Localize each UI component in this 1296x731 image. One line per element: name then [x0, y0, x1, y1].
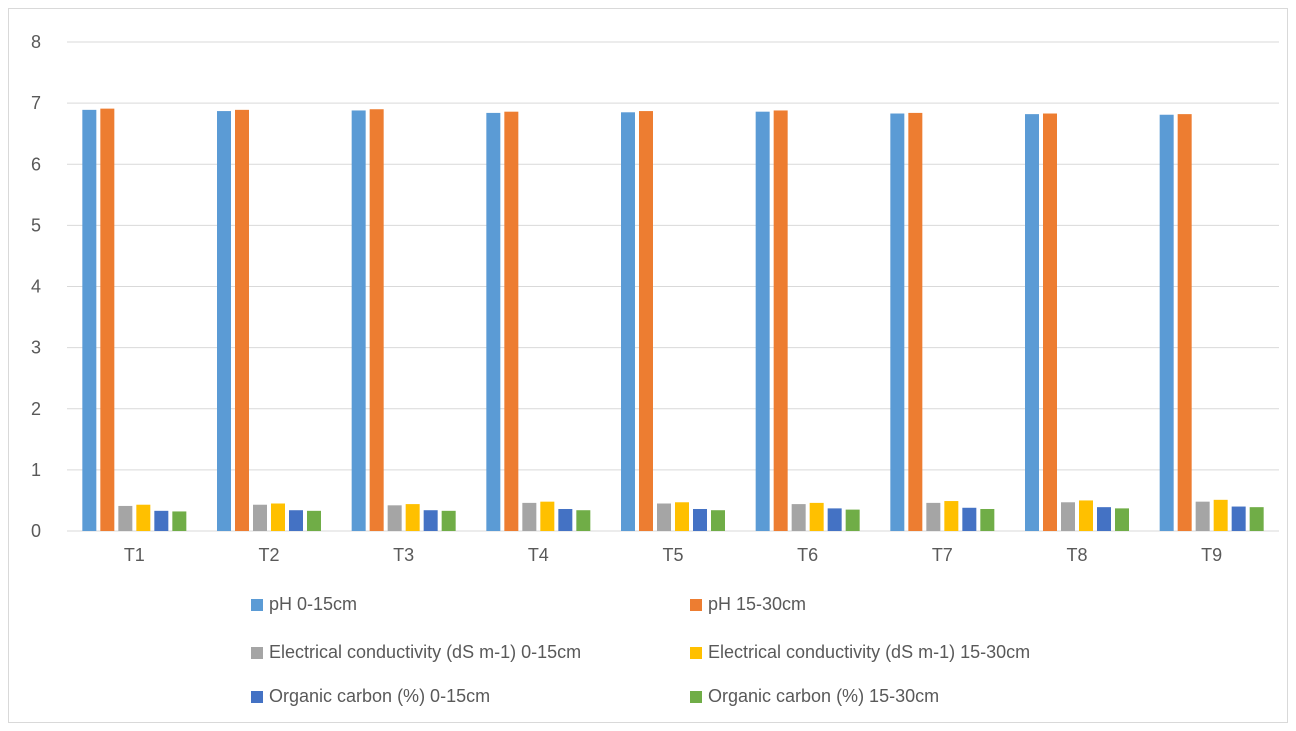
- x-tick-label: T8: [1066, 545, 1087, 565]
- bar: [1249, 507, 1264, 531]
- bar: [576, 510, 591, 531]
- bar: [980, 508, 995, 531]
- bar: [235, 109, 249, 531]
- bar: [253, 504, 267, 531]
- x-tick-label: T2: [258, 545, 279, 565]
- legend-swatch: [690, 690, 702, 703]
- bar: [791, 504, 806, 531]
- legend-item: Organic carbon (%) 15-30cm: [690, 686, 939, 707]
- bar: [540, 501, 555, 531]
- legend-label: Organic carbon (%) 15-30cm: [708, 686, 940, 706]
- bar: [441, 510, 456, 531]
- bar: [809, 502, 824, 531]
- x-tick-label: T9: [1201, 545, 1222, 565]
- bar: [405, 504, 420, 531]
- x-tick-label: T5: [662, 545, 683, 565]
- bar: [387, 505, 402, 531]
- bar: [217, 111, 231, 531]
- bar: [522, 502, 537, 531]
- bar: [1177, 114, 1192, 531]
- y-tick-label: 0: [31, 521, 41, 541]
- y-tick-label: 8: [31, 32, 41, 52]
- legend-label: Electrical conductivity (dS m-1) 0-15cm: [269, 642, 582, 662]
- bar: [369, 109, 384, 532]
- bar: [693, 508, 707, 531]
- legend-swatch: [251, 598, 263, 611]
- x-tick-label: T1: [124, 545, 145, 565]
- legend-item: Organic carbon (%) 0-15cm: [251, 686, 490, 707]
- bar: [621, 112, 635, 531]
- bar: [307, 510, 321, 531]
- legend-swatch: [690, 646, 702, 659]
- bar: [755, 111, 770, 532]
- bar: [271, 503, 285, 531]
- bar: [1025, 114, 1039, 531]
- bar: [845, 509, 860, 531]
- bar: [1195, 501, 1210, 531]
- bar: [154, 510, 169, 531]
- bar: [962, 507, 977, 531]
- bar: [100, 108, 115, 531]
- legend-swatch: [251, 646, 263, 659]
- y-tick-label: 7: [31, 93, 41, 113]
- x-tick-label: T7: [932, 545, 953, 565]
- legend-item: Electrical conductivity (dS m-1) 15-30cm: [690, 642, 1030, 663]
- bar: [423, 510, 438, 531]
- bar: [504, 111, 519, 532]
- bar: [1097, 507, 1111, 531]
- bar: [1213, 499, 1228, 531]
- legend-label: Organic carbon (%) 0-15cm: [269, 686, 491, 706]
- bar: [675, 502, 689, 531]
- bar: [890, 113, 905, 532]
- y-tick-label: 6: [31, 154, 41, 174]
- bar: [639, 111, 653, 531]
- legend-item: pH 0-15cm: [251, 594, 357, 615]
- legend-label: Electrical conductivity (dS m-1) 15-30cm: [708, 642, 1031, 662]
- bar: [558, 508, 573, 531]
- bar: [944, 501, 959, 531]
- y-tick-label: 3: [31, 338, 41, 358]
- bar: [657, 503, 671, 531]
- bar: [172, 511, 187, 531]
- x-tick-label: T6: [797, 545, 818, 565]
- bar: [773, 110, 788, 532]
- bar-chart: 0 1 2 3 4 5 6 7 8 T1 T2 T3 T4 T5 T6 T7 T8 T9: [31, 32, 1279, 565]
- bar: [486, 112, 501, 531]
- x-tick-label: T3: [393, 545, 414, 565]
- y-tick-label: 2: [31, 399, 41, 419]
- bar: [289, 510, 303, 531]
- bar: [1043, 113, 1057, 532]
- legend-swatch: [251, 690, 263, 703]
- legend-label: pH 0-15cm: [269, 594, 358, 614]
- bar: [827, 508, 842, 531]
- bar: [1115, 508, 1129, 531]
- bar: [1159, 114, 1174, 532]
- bar: [1079, 500, 1093, 531]
- bar: [118, 505, 133, 531]
- bar: [711, 510, 725, 531]
- bar: [82, 109, 97, 531]
- bar: [908, 112, 923, 531]
- bar: [1231, 506, 1246, 531]
- legend-label: pH 15-30cm: [708, 594, 807, 614]
- legend-item: pH 15-30cm: [690, 594, 806, 615]
- bar: [136, 504, 151, 531]
- y-tick-label: 4: [31, 277, 41, 297]
- x-tick-label: T4: [528, 545, 549, 565]
- bar: [351, 110, 366, 532]
- chart-frame: 0 1 2 3 4 5 6 7 8 T1 T2 T3 T4 T5 T6 T7 T8 T9 pH 0-15cm pH …: [8, 8, 1288, 723]
- y-tick-label: 5: [31, 215, 41, 235]
- bar: [1061, 502, 1075, 531]
- legend-item: Electrical conductivity (dS m-1) 0-15cm: [251, 642, 581, 663]
- bar: [926, 502, 941, 531]
- legend-swatch: [690, 598, 702, 611]
- y-tick-label: 1: [31, 460, 41, 480]
